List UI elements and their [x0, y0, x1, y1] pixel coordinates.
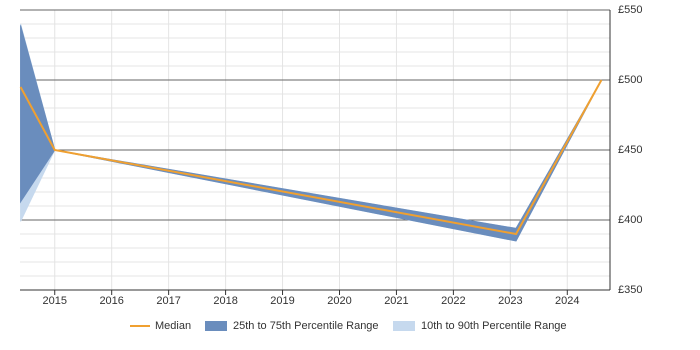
x-tick-label: 2016	[99, 295, 123, 307]
x-tick-label: 2017	[156, 295, 180, 307]
x-tick-label: 2018	[213, 295, 237, 307]
legend-label: 10th to 90th Percentile Range	[421, 320, 567, 332]
y-tick-label: £350	[618, 284, 642, 296]
y-tick-label: £400	[618, 214, 642, 226]
x-tick-label: 2015	[42, 295, 66, 307]
legend-swatch	[205, 321, 227, 331]
y-tick-label: £500	[618, 74, 642, 86]
legend-label: 25th to 75th Percentile Range	[233, 320, 379, 332]
x-tick-label: 2019	[270, 295, 294, 307]
legend-swatch	[393, 321, 415, 331]
y-tick-label: £550	[618, 4, 642, 16]
x-tick-label: 2021	[384, 295, 408, 307]
range-area	[20, 25, 602, 242]
x-tick-label: 2020	[327, 295, 351, 307]
x-tick-label: 2024	[555, 295, 579, 307]
median-line	[19, 79, 603, 236]
x-tick-label: 2023	[498, 295, 522, 307]
x-tick-label: 2022	[441, 295, 465, 307]
range-area	[20, 23, 602, 242]
y-tick-label: £450	[618, 144, 642, 156]
legend-label: Median	[155, 320, 191, 332]
